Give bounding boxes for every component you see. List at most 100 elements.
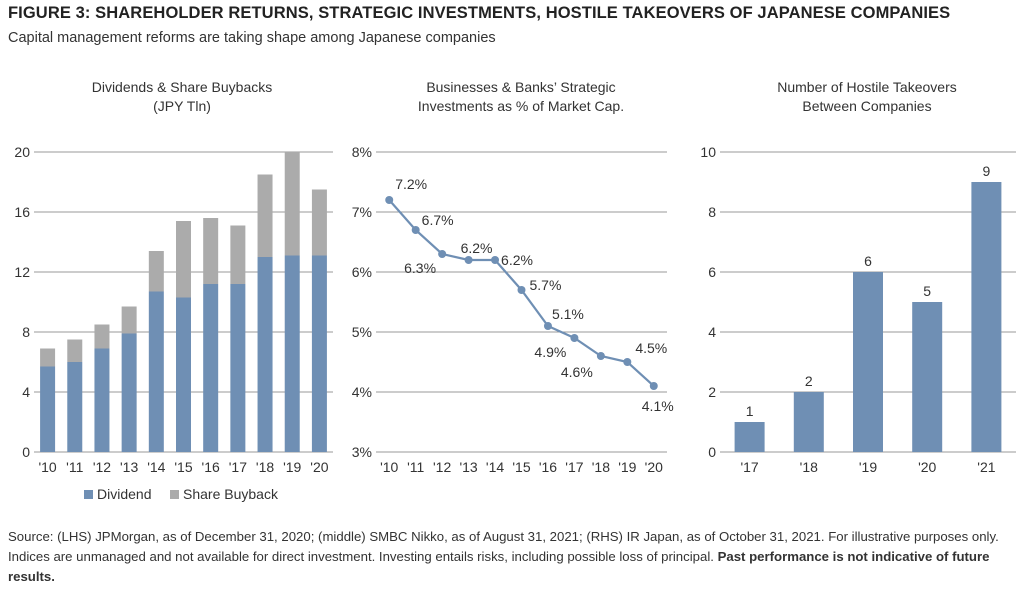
chart3-x-tick-label: '19 <box>859 459 877 475</box>
chart1-bar-buyback <box>40 348 56 367</box>
chart2-point <box>596 352 605 360</box>
chart3-x-tick-label: '17 <box>740 459 758 475</box>
chart1-y-tick-label: 0 <box>22 444 30 460</box>
chart1-x-tick-label: '15 <box>174 459 192 475</box>
chart1-bar-buyback <box>67 339 83 362</box>
chart2-data-label: 6.7% <box>422 212 454 228</box>
chart2-title-line: Businesses & Banks’ Strategic <box>426 79 615 95</box>
chart1-x-tick-label: '18 <box>256 459 274 475</box>
chart3-data-label: 5 <box>923 283 931 299</box>
source-footnote: Source: (LHS) JPMorgan, as of December 3… <box>8 527 1013 587</box>
chart1-title-line: (JPY Tln) <box>153 98 211 114</box>
chart1-legend-label: Share Buyback <box>183 486 279 502</box>
chart3-y-tick-label: 10 <box>700 144 716 160</box>
chart1-y-tick-label: 20 <box>14 144 30 160</box>
figure-subtitle: Capital management reforms are taking sh… <box>8 30 496 46</box>
chart2-data-label: 6.2% <box>501 252 533 268</box>
chart3-x-tick-label: '18 <box>800 459 818 475</box>
chart1-bar-dividend <box>284 255 300 452</box>
chart2-data-label: 5.1% <box>552 306 584 322</box>
chart2-data-label: 6.2% <box>461 240 493 256</box>
chart2-y-tick-label: 4% <box>352 384 372 400</box>
chart1-x-tick-label: '10 <box>38 459 56 475</box>
chart2-data-label: 4.5% <box>635 340 667 356</box>
chart3-x-tick-label: '21 <box>977 459 995 475</box>
chart1-y-tick-label: 8 <box>22 324 30 340</box>
chart1-y-tick-label: 12 <box>14 264 30 280</box>
chart1-legend-label: Dividend <box>97 486 151 502</box>
chart2-point <box>491 256 500 264</box>
chart1-bar-buyback <box>311 189 327 256</box>
chart3-bar <box>853 272 883 452</box>
chart2-data-label: 4.6% <box>561 364 593 380</box>
chart1-x-tick-label: '14 <box>147 459 165 475</box>
chart3-y-tick-label: 0 <box>708 444 716 460</box>
chart1-bar-dividend <box>40 366 56 452</box>
chart2-point <box>438 250 447 258</box>
chart2-y-tick-label: 6% <box>352 264 372 280</box>
chart1-bar-buyback <box>121 306 137 334</box>
chart3-bar <box>734 422 765 452</box>
chart3-y-tick-label: 6 <box>708 264 716 280</box>
chart1-bar-dividend <box>176 297 191 452</box>
chart1-bar-buyback <box>94 324 110 349</box>
chart1-y-tick-label: 16 <box>14 204 30 220</box>
chart2-y-tick-label: 5% <box>352 324 372 340</box>
chart2-y-tick-label: 7% <box>352 204 372 220</box>
chart2-x-tick-label: '11 <box>407 459 424 475</box>
chart3-data-label: 6 <box>864 253 872 269</box>
chart2-x-tick-label: '16 <box>539 459 557 475</box>
chart3-data-label: 1 <box>746 403 754 419</box>
chart1-bar-dividend <box>257 257 273 452</box>
chart2-x-tick-label: '12 <box>433 459 451 475</box>
chart1-y-tick-label: 4 <box>22 384 30 400</box>
chart1-bar-dividend <box>94 348 110 452</box>
chart3-y-tick-label: 4 <box>708 324 716 340</box>
chart1-x-tick-label: '17 <box>229 459 247 475</box>
chart1-bar-dividend <box>311 255 327 452</box>
chart3-bar <box>793 392 824 452</box>
chart2-data-label: 7.2% <box>395 176 427 192</box>
chart3-y-tick-label: 2 <box>708 384 716 400</box>
chart2-x-tick-label: '19 <box>618 459 636 475</box>
figure-title: FIGURE 3: SHAREHOLDER RETURNS, STRATEGIC… <box>8 4 951 22</box>
chart1-title-line: Dividends & Share Buybacks <box>92 79 273 95</box>
chart1-bar-dividend <box>230 284 246 452</box>
chart1-bar-dividend <box>148 291 164 452</box>
chart2-y-tick-label: 3% <box>352 444 372 460</box>
chart2-point <box>517 286 526 294</box>
chart3-data-label: 2 <box>805 373 813 389</box>
chart1-x-tick-label: '11 <box>66 459 83 475</box>
chart1-x-tick-label: '12 <box>93 459 111 475</box>
chart3-y-tick-label: 8 <box>708 204 716 220</box>
chart1-x-tick-label: '13 <box>120 459 138 475</box>
chart2-x-tick-label: '15 <box>512 459 530 475</box>
chart2-point <box>623 358 632 366</box>
chart1-legend-swatch <box>170 490 179 499</box>
chart1-bar-buyback <box>230 225 246 284</box>
chart3-bar <box>971 182 1002 452</box>
footnote-text: Source: (LHS) JPMorgan, as of December 3… <box>8 529 999 564</box>
chart2-x-tick-label: '17 <box>565 459 583 475</box>
chart3-x-tick-label: '20 <box>918 459 936 475</box>
chart2-y-tick-label: 8% <box>352 144 372 160</box>
chart1-bar-dividend <box>203 284 219 452</box>
chart2-point <box>464 256 473 264</box>
chart2-point <box>543 322 552 330</box>
chart2-title-line: Investments as % of Market Cap. <box>418 98 624 114</box>
chart3-title-line: Between Companies <box>802 98 931 114</box>
chart1-bar-buyback <box>257 174 273 257</box>
chart2-data-label: 4.1% <box>642 398 674 414</box>
chart3-title-line: Number of Hostile Takeovers <box>777 79 956 95</box>
chart2-point <box>570 334 579 342</box>
chart1-x-tick-label: '20 <box>310 459 328 475</box>
chart1-x-tick-label: '16 <box>202 459 220 475</box>
chart2-data-label: 5.7% <box>530 277 562 293</box>
chart2-data-label: 6.3% <box>404 260 436 276</box>
chart1-bar-buyback <box>148 251 164 292</box>
chart2-point <box>385 196 394 204</box>
chart1-bar-dividend <box>67 362 83 452</box>
chart1-bar-dividend <box>121 333 137 452</box>
chart2-point <box>411 226 420 234</box>
